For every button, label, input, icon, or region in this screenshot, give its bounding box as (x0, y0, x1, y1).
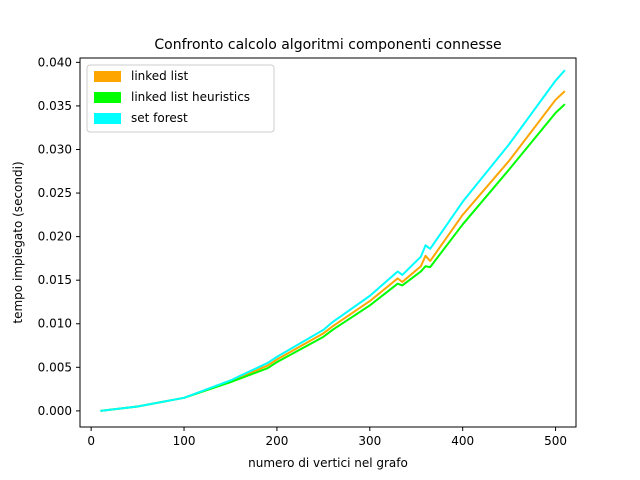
x-tick-label: 0 (87, 434, 95, 448)
y-tick-label: 0.040 (38, 55, 72, 69)
x-tick-label: 400 (451, 434, 474, 448)
legend-label-set-forest: set forest (131, 111, 188, 125)
y-tick-label: 0.010 (38, 317, 72, 331)
x-tick-label: 200 (265, 434, 288, 448)
plot-lines (100, 69, 566, 412)
series-line-linked-list-heuristics (100, 103, 566, 412)
y-tick-label: 0.015 (38, 273, 72, 287)
legend-swatch-set-forest (94, 113, 121, 124)
legend-swatch-linked-list (94, 71, 121, 82)
legend-label-linked-list: linked list (131, 69, 189, 83)
y-tick-label: 0.005 (38, 360, 72, 374)
legend: linked list linked list heuristics set f… (86, 64, 275, 133)
legend-box (86, 64, 275, 133)
y-tick-label: 0.000 (38, 404, 72, 418)
y-tick-label: 0.035 (38, 99, 72, 113)
y-tick-label: 0.030 (38, 142, 72, 156)
x-tick-label: 500 (544, 434, 567, 448)
x-tick-label: 100 (173, 434, 196, 448)
y-axis-label: tempo impiegato (secondi) (11, 161, 25, 323)
chart-title: Confronto calcolo algoritmi componenti c… (154, 37, 501, 53)
legend-label-linked-list-heuristics: linked list heuristics (131, 90, 250, 104)
x-tick-label: 300 (358, 434, 381, 448)
x-axis-label: numero di vertici nel grafo (248, 456, 408, 470)
series-line-set-forest (100, 69, 566, 412)
x-axis-ticks: 0 100 200 300 400 500 (87, 427, 567, 448)
y-tick-label: 0.025 (38, 186, 72, 200)
legend-swatch-linked-list-heuristics (94, 92, 121, 103)
axes-frame (79, 57, 577, 428)
y-axis-ticks: 0.000 0.005 0.010 0.015 0.020 0.025 0.030 0.035… (38, 55, 80, 418)
y-tick-label: 0.020 (38, 230, 72, 244)
